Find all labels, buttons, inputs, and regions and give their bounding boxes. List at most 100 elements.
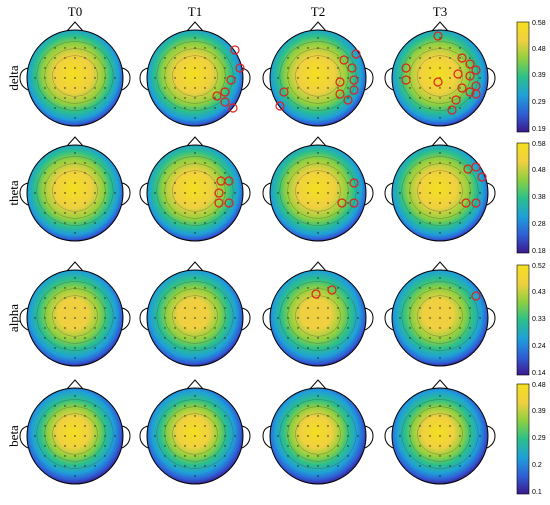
electrode-dot xyxy=(287,202,289,204)
electrode-dot xyxy=(469,77,471,79)
electrode-dot xyxy=(214,57,216,59)
electrode-dot xyxy=(419,465,421,467)
electrode-dot xyxy=(439,117,441,119)
electrode-dot xyxy=(34,317,36,319)
electrode-dot xyxy=(194,77,196,79)
electrode-dot xyxy=(184,445,186,447)
electrode-dot xyxy=(337,435,339,437)
electrode-dot xyxy=(164,317,166,319)
electrode-dot xyxy=(469,415,471,417)
scalp-map xyxy=(262,379,374,485)
electrode-dot xyxy=(459,465,461,467)
colorbar-tick: 0.28 xyxy=(532,221,546,228)
electrode-dot xyxy=(164,307,166,309)
electrode-dot xyxy=(317,172,319,174)
highlight-marker xyxy=(351,49,361,59)
electrode-dot xyxy=(317,445,319,447)
electrode-dot xyxy=(224,327,226,329)
electrode-dot xyxy=(287,172,289,174)
electrode-dot xyxy=(234,435,236,437)
electrode-dot xyxy=(469,307,471,309)
electrode-dot xyxy=(307,465,309,467)
contour-line xyxy=(172,55,218,97)
electrode-dot xyxy=(347,202,349,204)
contour-line xyxy=(295,170,341,212)
electrode-dot xyxy=(297,107,299,109)
electrode-dot xyxy=(429,455,431,457)
electrode-dot xyxy=(399,317,401,319)
electrode-dot xyxy=(74,202,76,204)
scalp-map xyxy=(139,136,251,242)
electrode-dot xyxy=(74,277,76,279)
ear-marker xyxy=(19,307,29,331)
electrode-dot xyxy=(297,202,299,204)
electrode-dot xyxy=(479,435,481,437)
electrode-dot xyxy=(297,212,299,214)
electrode-dot xyxy=(84,405,86,407)
electrode-dot xyxy=(54,67,56,69)
electrode-dot xyxy=(297,222,299,224)
electrode-dot xyxy=(419,97,421,99)
ear-marker xyxy=(262,182,272,206)
electrode-dot xyxy=(449,297,451,299)
electrode-dot xyxy=(224,297,226,299)
electrode-dot xyxy=(84,212,86,214)
electrode-dot xyxy=(419,77,421,79)
electrode-dot xyxy=(357,435,359,437)
electrode-dot xyxy=(439,425,441,427)
electrode-dot xyxy=(459,405,461,407)
electrode-dot xyxy=(439,37,441,39)
nose-marker xyxy=(431,261,449,272)
electrode-dot xyxy=(287,307,289,309)
electrode-dot xyxy=(174,415,176,417)
electrode-dot xyxy=(347,337,349,339)
electrode-dot xyxy=(327,307,329,309)
ear-marker xyxy=(384,67,394,91)
electrode-dot xyxy=(44,455,46,457)
electrode-dot xyxy=(327,297,329,299)
electrode-dot xyxy=(439,67,441,69)
electrode-dot xyxy=(337,287,339,289)
electrode-dot xyxy=(214,347,216,349)
highlight-marker xyxy=(471,89,481,99)
electrode-dot xyxy=(74,212,76,214)
electrode-dot xyxy=(287,425,289,427)
electrode-dot xyxy=(184,435,186,437)
contour-line xyxy=(417,413,463,455)
electrode-dot xyxy=(164,445,166,447)
scalp-map xyxy=(262,21,374,127)
electrode-dot xyxy=(287,192,289,194)
electrode-dot xyxy=(297,307,299,309)
electrode-dot xyxy=(44,77,46,79)
electrode-dot xyxy=(317,107,319,109)
electrode-dot xyxy=(327,77,329,79)
electrode-dot xyxy=(184,192,186,194)
ear-marker xyxy=(364,67,374,91)
electrode-dot xyxy=(194,327,196,329)
electrode-dot xyxy=(164,337,166,339)
electrode-dot xyxy=(54,162,56,164)
electrode-dot xyxy=(469,182,471,184)
electrode-dot xyxy=(54,465,56,467)
electrode-dot xyxy=(327,162,329,164)
electrode-dot xyxy=(204,347,206,349)
electrode-dot xyxy=(317,327,319,329)
electrode-dot xyxy=(174,425,176,427)
electrode-dot xyxy=(409,415,411,417)
electrode-dot xyxy=(194,202,196,204)
electrode-dot xyxy=(297,435,299,437)
electrode-dot xyxy=(409,435,411,437)
ear-marker xyxy=(139,425,149,449)
electrode-dot xyxy=(44,202,46,204)
electrode-dot xyxy=(327,87,329,89)
electrode-dot xyxy=(104,415,106,417)
electrode-dot xyxy=(84,337,86,339)
electrode-dot xyxy=(459,107,461,109)
nose-marker xyxy=(309,261,327,272)
electrode-dot xyxy=(439,97,441,99)
scalp-map xyxy=(384,21,496,127)
electrode-dot xyxy=(419,347,421,349)
electrode-dot xyxy=(327,455,329,457)
electrode-dot xyxy=(214,77,216,79)
electrode-dot xyxy=(347,297,349,299)
